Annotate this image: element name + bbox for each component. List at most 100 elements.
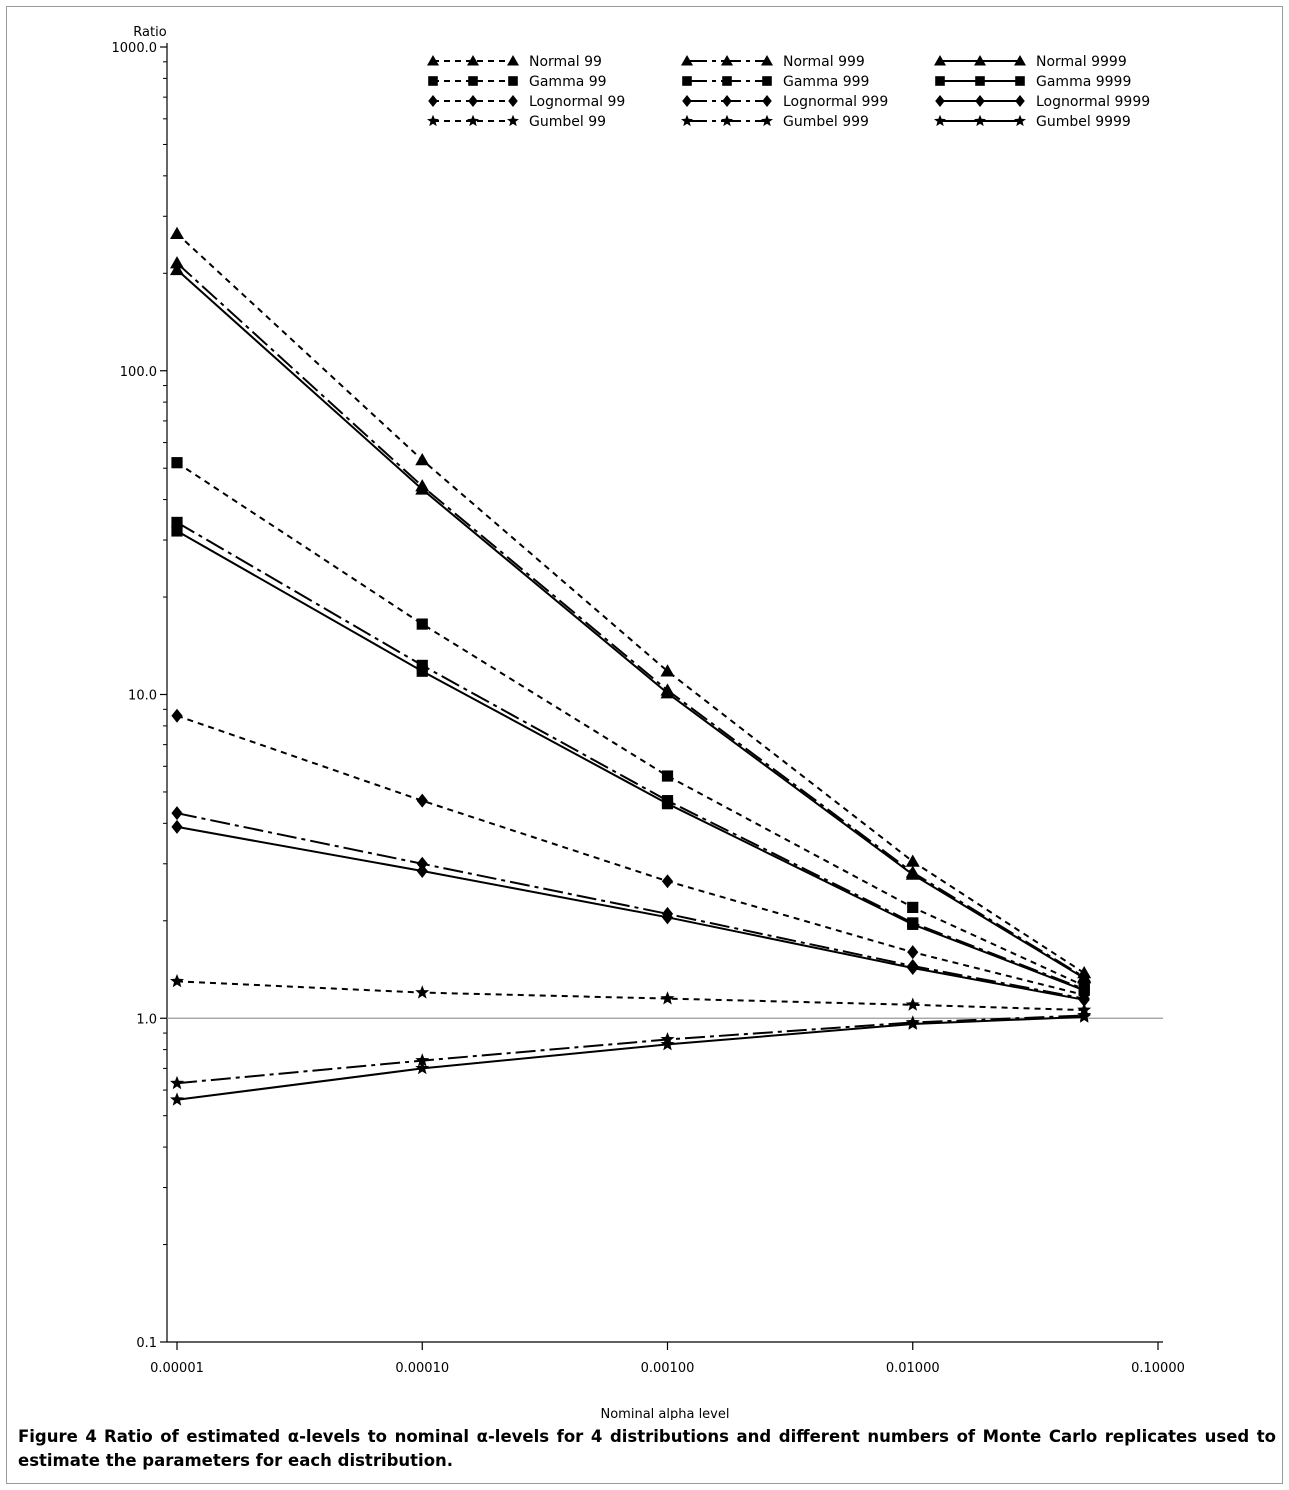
legend-marker xyxy=(761,114,773,127)
series-line xyxy=(176,1015,1085,1101)
legend-marker xyxy=(427,55,439,66)
series-line xyxy=(176,521,1085,991)
legend-label: Normal 99 xyxy=(529,54,602,70)
legend-marker xyxy=(1014,114,1026,127)
figure-caption: Figure 4 Ratio of estimated α-levels to … xyxy=(18,1425,1276,1473)
y-tick-label: 1000.0 xyxy=(112,41,158,56)
data-point xyxy=(661,910,674,925)
y-tick-label: 1.0 xyxy=(136,1012,157,1027)
series-lognormal-99 xyxy=(171,708,1090,1002)
legend-marker xyxy=(428,95,438,107)
legend-label: Lognormal 9999 xyxy=(1036,94,1150,110)
data-point xyxy=(415,1053,430,1067)
legend: Normal 99 Gamma 99 Lognormal 99 Gumbel 99 No… xyxy=(427,54,1150,130)
legend-marker xyxy=(762,95,772,107)
data-point xyxy=(907,918,919,930)
data-point xyxy=(661,874,674,889)
legend-item: Gumbel 99 xyxy=(427,114,606,130)
legend-marker xyxy=(681,114,693,127)
series-gumbel-9999 xyxy=(170,1009,1092,1106)
legend-marker xyxy=(975,76,985,86)
data-point xyxy=(416,618,428,630)
legend-item: Gumbel 9999 xyxy=(934,114,1131,130)
legend-marker xyxy=(507,114,519,127)
legend-marker xyxy=(681,55,693,66)
data-point xyxy=(171,806,183,821)
data-point xyxy=(661,770,674,782)
series-gamma-999 xyxy=(171,516,1090,995)
series-line xyxy=(176,262,1085,978)
legend-marker xyxy=(975,95,985,107)
legend-marker xyxy=(722,95,732,107)
data-point xyxy=(415,453,430,466)
data-point xyxy=(660,1037,675,1051)
legend-label: Gamma 99 xyxy=(529,74,607,90)
legend-marker xyxy=(507,55,519,66)
legend-marker xyxy=(428,76,438,86)
series-line xyxy=(176,269,1085,980)
data-point xyxy=(170,1092,184,1106)
x-tick-label: 0.01000 xyxy=(886,1361,940,1376)
data-point xyxy=(171,516,183,529)
legend-marker xyxy=(468,76,478,86)
y-tick-label: 100.0 xyxy=(120,365,157,380)
chart-axes: 1000.0 100.0 10.0 1.0 0.1 Ratio 0.00001 0.00010… xyxy=(112,25,1185,1420)
legend-marker xyxy=(508,76,518,86)
legend-item: Gamma 999 xyxy=(682,74,869,90)
legend-label: Normal 999 xyxy=(783,54,865,70)
legend-marker xyxy=(467,55,479,66)
legend-item: Gumbel 999 xyxy=(681,114,869,130)
data-point xyxy=(415,482,430,495)
legend-marker xyxy=(974,114,986,127)
data-point xyxy=(1077,971,1092,984)
legend-item: Lognormal 9999 xyxy=(935,94,1150,110)
caption-label: Figure 4 xyxy=(18,1427,97,1446)
legend-marker xyxy=(721,55,733,66)
legend-label: Gamma 999 xyxy=(783,74,869,90)
data-point xyxy=(416,856,428,871)
data-point xyxy=(661,798,674,810)
series-line xyxy=(176,825,1085,1001)
data-point xyxy=(1078,984,1090,996)
legend-marker xyxy=(935,76,945,86)
figure-frame xyxy=(6,6,1283,1484)
data-point xyxy=(660,991,675,1005)
chart: 1000.0 100.0 10.0 1.0 0.1 Ratio 0.00001 0.00010… xyxy=(112,25,1185,1420)
series-gumbel-99 xyxy=(170,974,1092,1016)
data-point xyxy=(907,901,919,913)
data-point xyxy=(170,262,184,276)
series-line xyxy=(176,714,1085,996)
legend-item: Normal 9999 xyxy=(934,54,1127,70)
y-tick-label: 10.0 xyxy=(128,689,157,704)
legend-label: Gamma 9999 xyxy=(1036,74,1131,90)
series-line xyxy=(176,232,1085,974)
data-point xyxy=(907,960,919,975)
legend-marker xyxy=(682,95,692,107)
legend-marker xyxy=(722,76,732,86)
series-normal-999 xyxy=(170,256,1092,983)
legend-marker xyxy=(974,55,986,66)
data-point xyxy=(905,997,920,1011)
legend-item: Normal 99 xyxy=(427,54,602,70)
legend-marker xyxy=(427,114,439,127)
legend-marker xyxy=(935,95,945,107)
legend-item: Lognormal 999 xyxy=(682,94,888,110)
data-point xyxy=(170,974,184,988)
data-point xyxy=(170,256,184,269)
series-line xyxy=(176,461,1085,987)
legend-marker xyxy=(934,114,946,127)
x-tick-label: 0.00001 xyxy=(150,1361,204,1376)
legend-marker xyxy=(721,114,733,127)
data-point xyxy=(170,1075,184,1090)
legend-item: Gamma 99 xyxy=(428,74,607,90)
data-point xyxy=(416,793,428,808)
legend-marker xyxy=(1015,95,1025,107)
data-point xyxy=(170,226,184,239)
data-point xyxy=(660,686,675,699)
series-normal-9999 xyxy=(170,262,1092,984)
x-axis-label: Nominal alpha level xyxy=(601,1407,730,1420)
data-point xyxy=(416,665,428,677)
data-point xyxy=(1078,992,1090,1007)
legend-label: Lognormal 999 xyxy=(783,94,888,110)
x-tick-label: 0.00010 xyxy=(395,1361,449,1376)
